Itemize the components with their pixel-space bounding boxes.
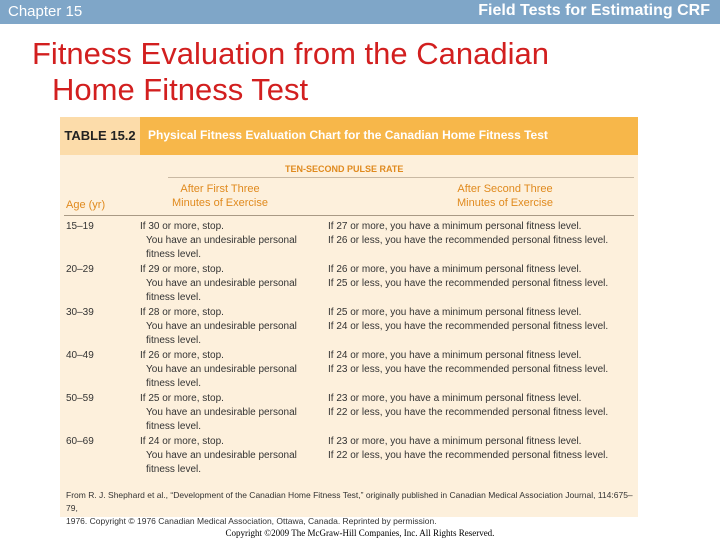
- first-message-line-1: You have an undesirable personal: [146, 450, 297, 461]
- table-source-note: From R. J. Shephard et al., “Development…: [66, 489, 644, 528]
- section-title: Field Tests for Estimating CRF: [478, 2, 710, 19]
- first-test-cell: If 30 or more, stop. You have an undesir…: [140, 220, 330, 262]
- table-title-bar: TABLE 15.2 Physical Fitness Evaluation C…: [60, 117, 638, 155]
- first-stop-text: If 29 or more, stop.: [140, 264, 224, 275]
- column-header-second-line-2: Minutes of Exercise: [457, 197, 553, 209]
- fitness-table: TABLE 15.2 Physical Fitness Evaluation C…: [60, 117, 638, 517]
- second-line-2: If 22 or less, you have the recommended …: [328, 407, 609, 418]
- slide-title-line-2: Home Fitness Test: [52, 72, 309, 107]
- table-row: 20–29 If 29 or more, stop. You have an u…: [60, 263, 638, 306]
- table-caption: Physical Fitness Evaluation Chart for th…: [148, 128, 548, 142]
- first-test-cell: If 24 or more, stop. You have an undesir…: [140, 435, 330, 477]
- table-row: 50–59 If 25 or more, stop. You have an u…: [60, 392, 638, 435]
- second-test-cell: If 24 or more, you have a minimum person…: [328, 349, 636, 377]
- first-stop-text: If 24 or more, stop.: [140, 436, 224, 447]
- table-number: TABLE 15.2: [60, 117, 140, 155]
- second-test-cell: If 27 or more, you have a minimum person…: [328, 220, 636, 248]
- second-line-1: If 24 or more, you have a minimum person…: [328, 350, 582, 361]
- first-stop-text: If 30 or more, stop.: [140, 221, 224, 232]
- source-line-2: 1976. Copyright © 1976 Canadian Medical …: [66, 516, 437, 526]
- copyright-notice: Copyright ©2009 The McGraw-Hill Companie…: [225, 528, 495, 538]
- header-rule: [64, 215, 634, 216]
- first-message-line-2: fitness level.: [146, 249, 202, 260]
- source-line-1: From R. J. Shephard et al., “Development…: [66, 490, 633, 513]
- age-cell: 60–69: [66, 436, 94, 447]
- pulse-rate-spanner: TEN-SECOND PULSE RATE: [285, 164, 404, 174]
- first-message-line-2: fitness level.: [146, 292, 202, 303]
- first-test-cell: If 26 or more, stop. You have an undesir…: [140, 349, 330, 391]
- second-line-2: If 23 or less, you have the recommended …: [328, 364, 609, 375]
- second-line-1: If 27 or more, you have a minimum person…: [328, 221, 582, 232]
- first-stop-text: If 26 or more, stop.: [140, 350, 224, 361]
- column-header-age: Age (yr): [66, 199, 106, 211]
- first-message-line-1: You have an undesirable personal: [146, 364, 297, 375]
- first-message-line-2: fitness level.: [146, 378, 202, 389]
- second-line-2: If 26 or less, you have the recommended …: [328, 235, 609, 246]
- slide-header-bar: Chapter 15 Field Tests for Estimating CR…: [0, 0, 720, 24]
- age-cell: 40–49: [66, 350, 94, 361]
- table-row: 40–49 If 26 or more, stop. You have an u…: [60, 349, 638, 392]
- first-test-cell: If 25 or more, stop. You have an undesir…: [140, 392, 330, 434]
- second-line-1: If 23 or more, you have a minimum person…: [328, 393, 582, 404]
- slide-title: Fitness Evaluation from the Canadian Hom…: [32, 36, 692, 108]
- age-cell: 15–19: [66, 221, 94, 232]
- spanner-rule: [168, 177, 634, 178]
- first-test-cell: If 28 or more, stop. You have an undesir…: [140, 306, 330, 348]
- column-header-second-line-1: After Second Three: [457, 183, 553, 195]
- first-message-line-1: You have an undesirable personal: [146, 235, 297, 246]
- age-cell: 20–29: [66, 264, 94, 275]
- second-test-cell: If 23 or more, you have a minimum person…: [328, 392, 636, 420]
- second-line-2: If 25 or less, you have the recommended …: [328, 278, 609, 289]
- first-message-line-1: You have an undesirable personal: [146, 321, 297, 332]
- table-row: 30–39 If 28 or more, stop. You have an u…: [60, 306, 638, 349]
- column-header-second: After Second Three Minutes of Exercise: [420, 182, 590, 210]
- first-message-line-1: You have an undesirable personal: [146, 407, 297, 418]
- first-message-line-2: fitness level.: [146, 421, 202, 432]
- column-header-first-line-1: After First Three: [180, 183, 260, 195]
- second-test-cell: If 23 or more, you have a minimum person…: [328, 435, 636, 463]
- second-line-2: If 24 or less, you have the recommended …: [328, 321, 609, 332]
- second-line-1: If 26 or more, you have a minimum person…: [328, 264, 582, 275]
- first-test-cell: If 29 or more, stop. You have an undesir…: [140, 263, 330, 305]
- first-stop-text: If 25 or more, stop.: [140, 393, 224, 404]
- second-line-1: If 25 or more, you have a minimum person…: [328, 307, 582, 318]
- second-test-cell: If 26 or more, you have a minimum person…: [328, 263, 636, 291]
- first-message-line-2: fitness level.: [146, 464, 202, 475]
- slide-title-line-1: Fitness Evaluation from the Canadian: [32, 36, 549, 71]
- chapter-label: Chapter 15: [8, 3, 83, 20]
- second-test-cell: If 25 or more, you have a minimum person…: [328, 306, 636, 334]
- first-stop-text: If 28 or more, stop.: [140, 307, 224, 318]
- first-message-line-2: fitness level.: [146, 335, 202, 346]
- column-header-first: After First Three Minutes of Exercise: [150, 182, 290, 210]
- age-cell: 30–39: [66, 307, 94, 318]
- table-row: 15–19 If 30 or more, stop. You have an u…: [60, 220, 638, 263]
- first-message-line-1: You have an undesirable personal: [146, 278, 297, 289]
- second-line-1: If 23 or more, you have a minimum person…: [328, 436, 582, 447]
- age-cell: 50–59: [66, 393, 94, 404]
- second-line-2: If 22 or less, you have the recommended …: [328, 450, 609, 461]
- table-row: 60–69 If 24 or more, stop. You have an u…: [60, 435, 638, 478]
- column-header-first-line-2: Minutes of Exercise: [172, 197, 268, 209]
